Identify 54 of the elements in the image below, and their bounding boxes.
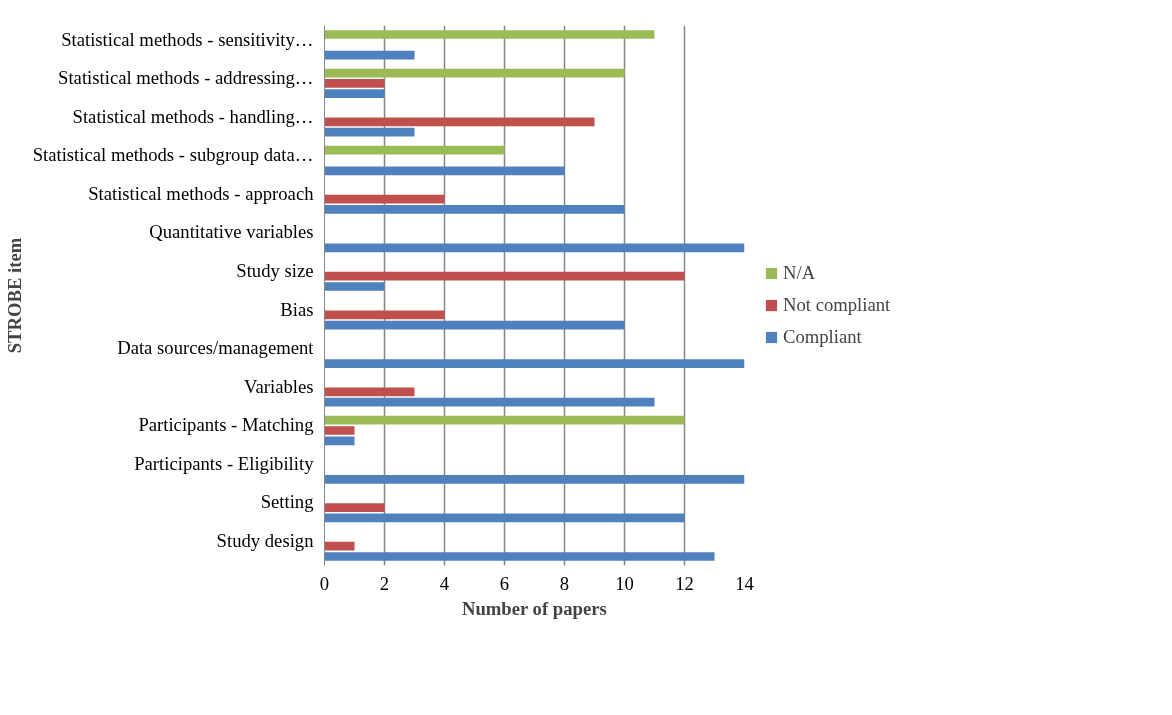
legend-label: Not compliant bbox=[783, 293, 891, 316]
y-tick-label: Data sources/management bbox=[117, 337, 315, 359]
bar bbox=[324, 117, 595, 127]
bar bbox=[324, 310, 445, 320]
bar bbox=[324, 387, 415, 397]
bar bbox=[324, 68, 625, 78]
y-tick-label: Setting bbox=[260, 491, 314, 513]
y-tick-label: Statistical methods - subgroup data… bbox=[32, 144, 314, 166]
bar bbox=[324, 127, 415, 137]
y-tick-label: Bias bbox=[280, 298, 314, 320]
x-tick-label: 12 bbox=[675, 572, 694, 594]
bar bbox=[324, 243, 745, 253]
y-tick-label: Variables bbox=[244, 375, 314, 397]
x-tick-label: 8 bbox=[559, 572, 570, 594]
y-tick-label: Participants - Matching bbox=[138, 414, 314, 436]
bar bbox=[324, 145, 505, 155]
bar bbox=[324, 50, 415, 60]
bar bbox=[324, 503, 385, 513]
bar bbox=[324, 513, 685, 523]
legend-label: Compliant bbox=[783, 325, 862, 348]
bar bbox=[324, 30, 655, 39]
bar bbox=[324, 166, 565, 176]
bar bbox=[324, 320, 625, 330]
x-tick-label: 10 bbox=[615, 572, 634, 594]
bar bbox=[324, 271, 685, 281]
bar bbox=[324, 204, 625, 214]
bar bbox=[324, 397, 655, 407]
bar bbox=[324, 282, 385, 291]
legend-label: N/A bbox=[783, 261, 816, 284]
x-tick-label: 6 bbox=[499, 572, 510, 594]
bar bbox=[324, 78, 385, 88]
y-axis-title: STROBE item bbox=[3, 237, 25, 354]
bar bbox=[324, 436, 355, 446]
x-axis-title: Number of papers bbox=[461, 597, 607, 619]
x-tick-label: 4 bbox=[439, 572, 450, 594]
bar bbox=[324, 89, 385, 99]
y-tick-label: Participants - Eligibility bbox=[134, 452, 315, 474]
y-tick-label: Statistical methods - approach bbox=[88, 182, 315, 204]
y-tick-label: Quantitative variables bbox=[149, 221, 314, 243]
bar bbox=[324, 194, 445, 204]
bar bbox=[324, 426, 355, 435]
bar bbox=[324, 552, 715, 561]
x-tick-label: 2 bbox=[379, 572, 390, 594]
bar bbox=[324, 474, 745, 484]
y-tick-label: Statistical methods - addressing… bbox=[58, 67, 314, 89]
y-tick-label: Study design bbox=[216, 529, 315, 551]
y-tick-label: Statistical methods - handling… bbox=[72, 105, 314, 127]
x-tick-label: 0 bbox=[319, 572, 330, 594]
bar bbox=[324, 415, 685, 425]
x-tick-label: 14 bbox=[735, 572, 755, 594]
bar bbox=[324, 359, 745, 369]
bar bbox=[324, 541, 355, 551]
y-tick-label: Statistical methods - sensitivity… bbox=[61, 28, 314, 50]
y-tick-label: Study size bbox=[236, 259, 314, 281]
